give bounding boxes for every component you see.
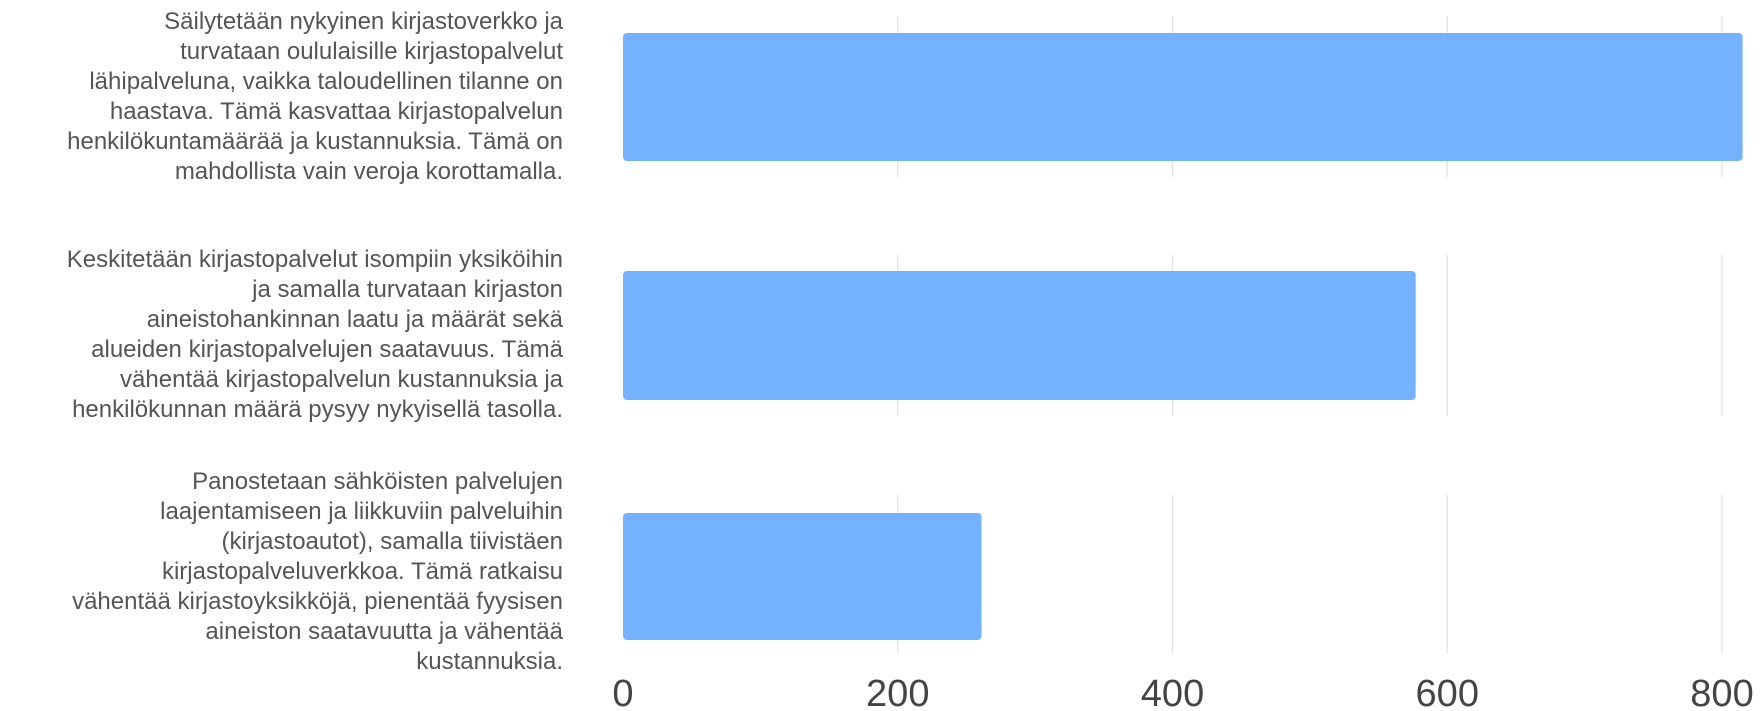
category-label-1-line-2: turvataan oululaisille kirjastopalvelut [180, 38, 563, 65]
bar-3 [623, 513, 982, 640]
x-tick-label-400: 400 [1141, 673, 1204, 711]
category-label-1-line-3: lähipalveluna, vaikka taloudellinen tila… [89, 68, 563, 95]
category-label-3-line-2: laajentamiseen ja liikkuviin palveluihin [160, 498, 563, 525]
category-label-2-line-5: vähentää kirjastopalvelun kustannuksia j… [120, 366, 563, 393]
category-label-1: Säilytetään nykyinen kirjastoverkko ja t… [0, 7, 563, 187]
x-tick-label-600: 600 [1416, 673, 1479, 711]
category-label-3-line-6: aineiston saatavuutta ja vähentää [205, 618, 563, 645]
category-label-1-line-6: mahdollista vain veroja korottamalla. [174, 158, 563, 185]
category-label-1-line-4: haastava. Tämä kasvattaa kirjastopalvelu… [109, 98, 563, 125]
category-label-3-line-7: kustannuksia. [416, 648, 563, 675]
category-label-1-line-5: henkilökuntamäärää ja kustannuksia. Tämä… [67, 128, 563, 155]
category-label-2-line-6: henkilökunnan määrä pysyy nykyisellä tas… [72, 396, 563, 423]
category-label-3-line-3: (kirjastoautot), samalla tiivistäen [221, 528, 563, 555]
category-label-3-line-4: kirjastopalveluverkkoa. Tämä ratkaisu [161, 558, 563, 585]
bar-2 [623, 271, 1416, 400]
category-label-2-line-1: Keskitetään kirjastopalvelut isompiin yk… [66, 246, 563, 273]
category-label-3-line-1: Panostetaan sähköisten palvelujen [192, 468, 563, 495]
x-tick-label-800: 800 [1690, 673, 1753, 711]
category-label-2: Keskitetään kirjastopalvelut isompiin yk… [0, 245, 563, 425]
category-label-2-line-3: aineistohankinnan laatu ja määrät sekä [146, 306, 563, 333]
category-label-3-line-5: vähentää kirjastoyksikköjä, pienentää fy… [72, 588, 563, 615]
x-tick-label-0: 0 [612, 673, 633, 711]
x-tick-label-200: 200 [866, 673, 929, 711]
category-label-3: Panostetaan sähköisten palvelujen laajen… [0, 467, 563, 677]
bar-1 [623, 33, 1743, 161]
category-label-2-line-4: alueiden kirjastopalvelujen saatavuus. T… [91, 336, 563, 363]
category-label-2-line-2: ja samalla turvataan kirjaston [252, 276, 563, 303]
category-label-1-line-1: Säilytetään nykyinen kirjastoverkko ja [164, 8, 563, 35]
